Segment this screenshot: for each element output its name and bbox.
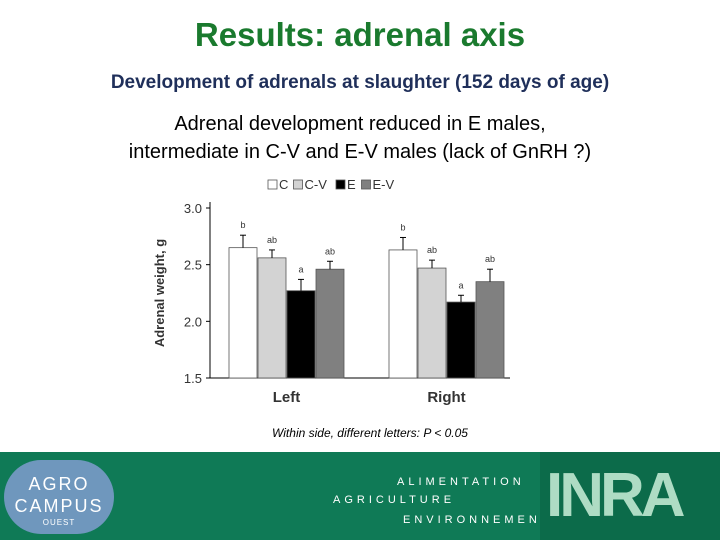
y-tick-label: 2.0 bbox=[184, 314, 202, 329]
bar-right-e-v bbox=[475, 281, 505, 379]
y-tick-label: 3.0 bbox=[184, 201, 202, 216]
significance-note: Within side, different letters: P < 0.05 bbox=[272, 426, 468, 440]
legend-swatch-e-v bbox=[361, 179, 371, 190]
significance-letter: a bbox=[458, 280, 463, 290]
inra-logo: INRA bbox=[540, 452, 720, 540]
y-tick-label: 1.5 bbox=[184, 371, 202, 386]
significance-letter: ab bbox=[485, 254, 495, 264]
footer-bar: AGRO CAMPUS OUEST ALIMENTATION AGRICULTU… bbox=[0, 452, 720, 540]
significance-letter: ab bbox=[267, 235, 277, 245]
legend-label-e: E bbox=[347, 177, 356, 192]
agro-logo-line2: CAMPUS bbox=[14, 496, 104, 516]
significance-letter: ab bbox=[427, 245, 437, 255]
bar-left-c-v bbox=[257, 257, 287, 379]
legend-label-c: C bbox=[279, 177, 288, 192]
slide-description: Adrenal development reduced in E males, … bbox=[0, 110, 720, 166]
agro-logo-line3: OUEST bbox=[42, 518, 76, 527]
description-line-2: intermediate in C-V and E-V males (lack … bbox=[128, 141, 592, 163]
bar-left-c bbox=[228, 247, 258, 379]
bar-left-e bbox=[286, 290, 316, 379]
legend-swatch-e bbox=[335, 179, 346, 190]
mission-line-1: ALIMENTATION bbox=[397, 476, 525, 488]
slide-title: Results: adrenal axis bbox=[194, 16, 526, 53]
legend-swatch-c bbox=[267, 179, 278, 190]
significance-letter: a bbox=[298, 264, 303, 274]
description-line-1: Adrenal development reduced in E males, bbox=[174, 113, 546, 135]
bar-left-e-v bbox=[315, 268, 345, 379]
significance-letter: b bbox=[400, 222, 405, 232]
legend-swatch-c-v bbox=[293, 179, 303, 190]
x-category-label-left: Left bbox=[273, 389, 301, 406]
bar-right-c-v bbox=[417, 267, 447, 379]
bar-right-e bbox=[446, 301, 476, 379]
legend-label-e-v: E-V bbox=[373, 177, 395, 192]
y-axis-label: Adrenal weight, g bbox=[152, 239, 167, 347]
x-category-label-right: Right bbox=[427, 389, 465, 406]
mission-line-2: AGRICULTURE bbox=[333, 494, 456, 506]
agro-logo-line1: AGRO bbox=[28, 474, 90, 494]
mission-line-3: ENVIRONNEMENT bbox=[403, 514, 552, 526]
significance-letter: b bbox=[240, 220, 245, 230]
significance-letter: ab bbox=[325, 246, 335, 256]
slide-subtitle: Development of adrenals at slaughter (15… bbox=[110, 72, 610, 93]
legend-label-c-v: C-V bbox=[305, 177, 328, 192]
inra-logo-text: INRA bbox=[546, 461, 686, 530]
agrocampus-logo: AGRO CAMPUS OUEST bbox=[4, 460, 114, 534]
y-tick-label: 2.5 bbox=[184, 258, 202, 273]
bar-right-c bbox=[388, 249, 418, 379]
